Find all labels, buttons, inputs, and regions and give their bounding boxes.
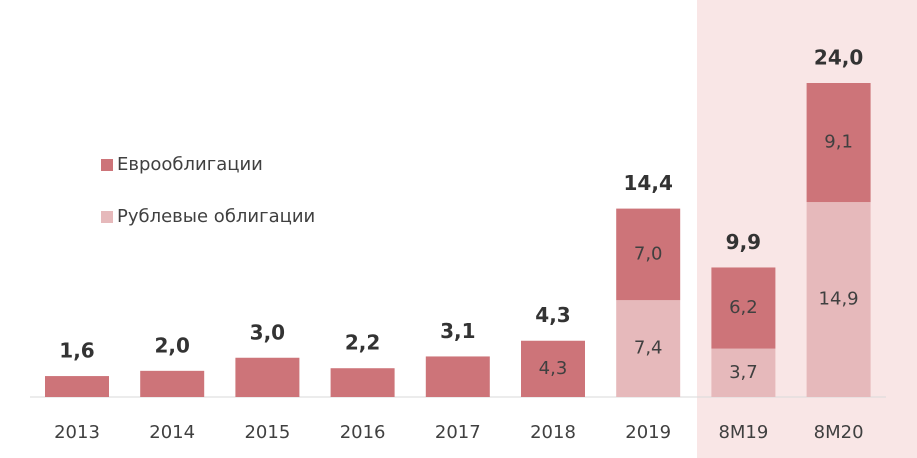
total-label: 9,9 [726,230,761,254]
legend-swatch [101,211,113,223]
segment-label: 9,1 [824,132,853,153]
segment-label: 14,9 [819,289,859,310]
total-label: 3,0 [250,320,285,344]
x-tick-label: 2017 [435,422,481,443]
total-label: 4,3 [535,303,570,327]
total-label: 2,0 [154,333,189,357]
bar-segment [330,368,395,397]
bar-segment [425,356,490,397]
x-tick-label: 8M19 [718,422,768,443]
x-tick-label: 2014 [149,422,195,443]
bar-segment [521,340,585,397]
segment-label: 7,4 [634,338,663,359]
bar-segment [711,348,776,397]
x-tick-label: 2015 [244,422,290,443]
legend-swatch [101,159,113,171]
segment-label: 4,3 [539,358,568,379]
legend-label: Рублевые облигации [117,206,315,227]
bar-segment [806,83,871,203]
x-tick-label: 2019 [625,422,671,443]
total-label: 14,4 [624,171,673,195]
x-tick-label: 2013 [54,422,100,443]
bar-segment [616,208,681,301]
segment-label: 6,2 [729,297,758,318]
total-label: 24,0 [814,46,863,70]
bar-segment [711,267,776,349]
bar-segment [140,370,205,397]
x-tick-label: 2018 [530,422,576,443]
segment-label: 3,7 [729,362,758,383]
segment-label: 7,0 [634,243,663,264]
total-label: 3,1 [440,319,475,343]
x-tick-label: 8M20 [814,422,864,443]
bar-segment [235,357,300,397]
total-label: 1,6 [59,339,94,363]
x-tick-label: 2016 [340,422,386,443]
bar-segment [45,376,109,397]
legend-label: Еврооблигации [117,154,263,175]
bar-segment [616,300,681,397]
total-label: 2,2 [345,331,380,355]
bar-segment [806,202,871,397]
